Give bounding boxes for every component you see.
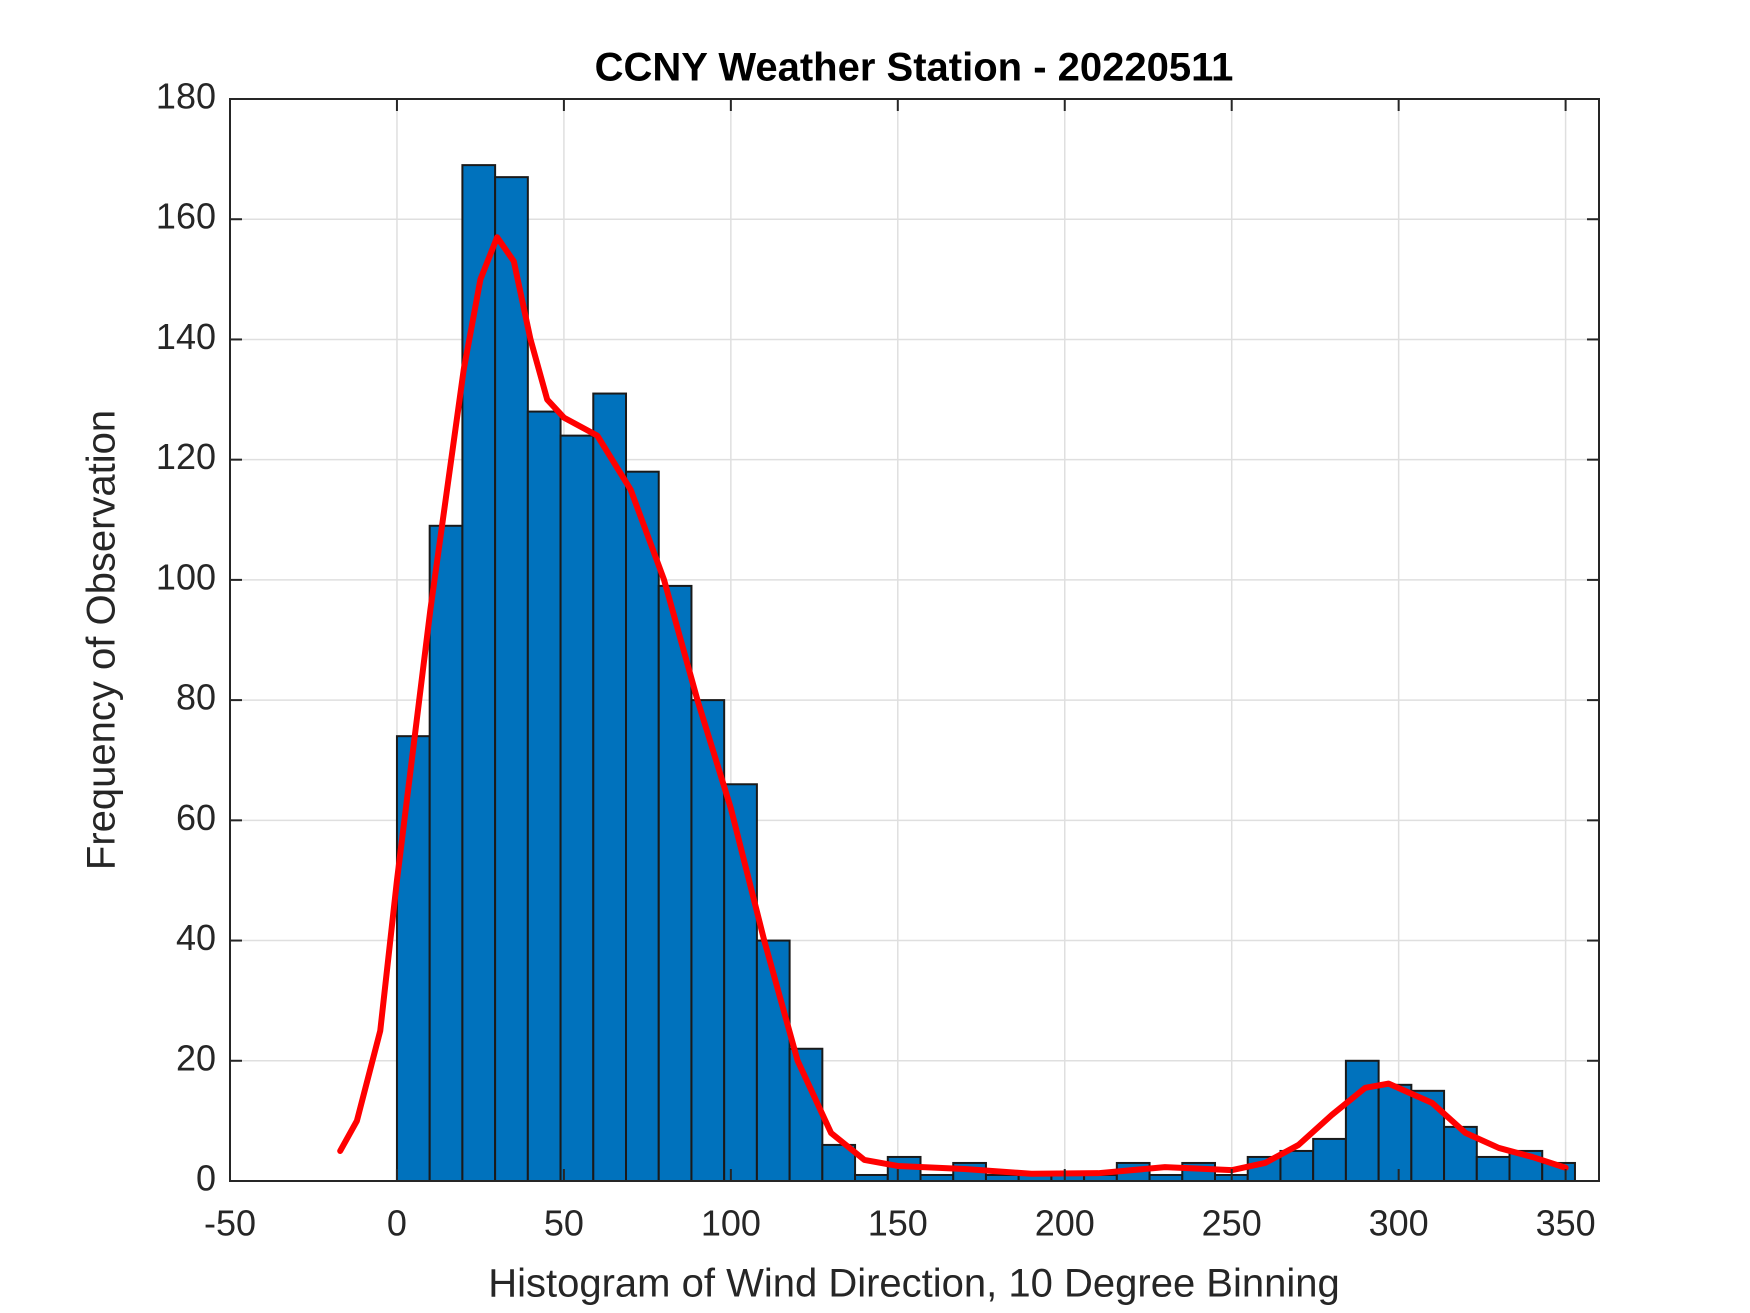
x-axis-label: Histogram of Wind Direction, 10 Degree B… bbox=[488, 1262, 1340, 1306]
bar bbox=[1344, 1059, 1380, 1183]
y-tick-label: 160 bbox=[156, 196, 216, 237]
fit-line bbox=[337, 234, 1569, 1177]
y-tick-label: 140 bbox=[156, 316, 216, 357]
x-tick-label: 300 bbox=[1369, 1203, 1429, 1244]
bar bbox=[559, 434, 595, 1183]
bar bbox=[526, 410, 562, 1183]
chart-title: CCNY Weather Station - 20220511 bbox=[595, 46, 1234, 90]
bar bbox=[494, 176, 529, 1182]
y-axis-label: Frequency of Observation bbox=[80, 410, 124, 870]
bar bbox=[1475, 1155, 1511, 1183]
x-tick-label: 150 bbox=[868, 1203, 928, 1244]
y-tick-label: 20 bbox=[176, 1037, 216, 1078]
x-tick-label: 200 bbox=[1035, 1203, 1095, 1244]
y-tick-label: 80 bbox=[176, 677, 216, 718]
x-tick-label: -50 bbox=[204, 1203, 256, 1244]
y-tick-label: 60 bbox=[176, 797, 216, 838]
y-tick-label: 40 bbox=[176, 917, 216, 958]
bar bbox=[1279, 1149, 1315, 1183]
x-tick-label: 350 bbox=[1536, 1203, 1596, 1244]
bar bbox=[461, 164, 497, 1183]
bar bbox=[788, 1047, 824, 1183]
plot-frame bbox=[229, 98, 1600, 1182]
bar bbox=[428, 524, 464, 1182]
x-tick-label: 100 bbox=[701, 1203, 761, 1244]
x-tick-label: 50 bbox=[544, 1203, 584, 1244]
bar bbox=[395, 735, 431, 1183]
x-tick-label: 0 bbox=[387, 1203, 407, 1244]
x-tick-label: 250 bbox=[1202, 1203, 1262, 1244]
bar bbox=[1377, 1083, 1413, 1183]
bar bbox=[625, 470, 660, 1182]
y-tick-label: 180 bbox=[156, 76, 216, 117]
y-tick-label: 100 bbox=[156, 556, 216, 597]
y-tick-label: 120 bbox=[156, 436, 216, 477]
bar bbox=[1312, 1137, 1347, 1183]
bar bbox=[592, 392, 628, 1182]
y-tick-label: 0 bbox=[196, 1158, 216, 1199]
bar bbox=[657, 584, 693, 1182]
bar bbox=[821, 1143, 857, 1183]
bar bbox=[1410, 1089, 1446, 1183]
